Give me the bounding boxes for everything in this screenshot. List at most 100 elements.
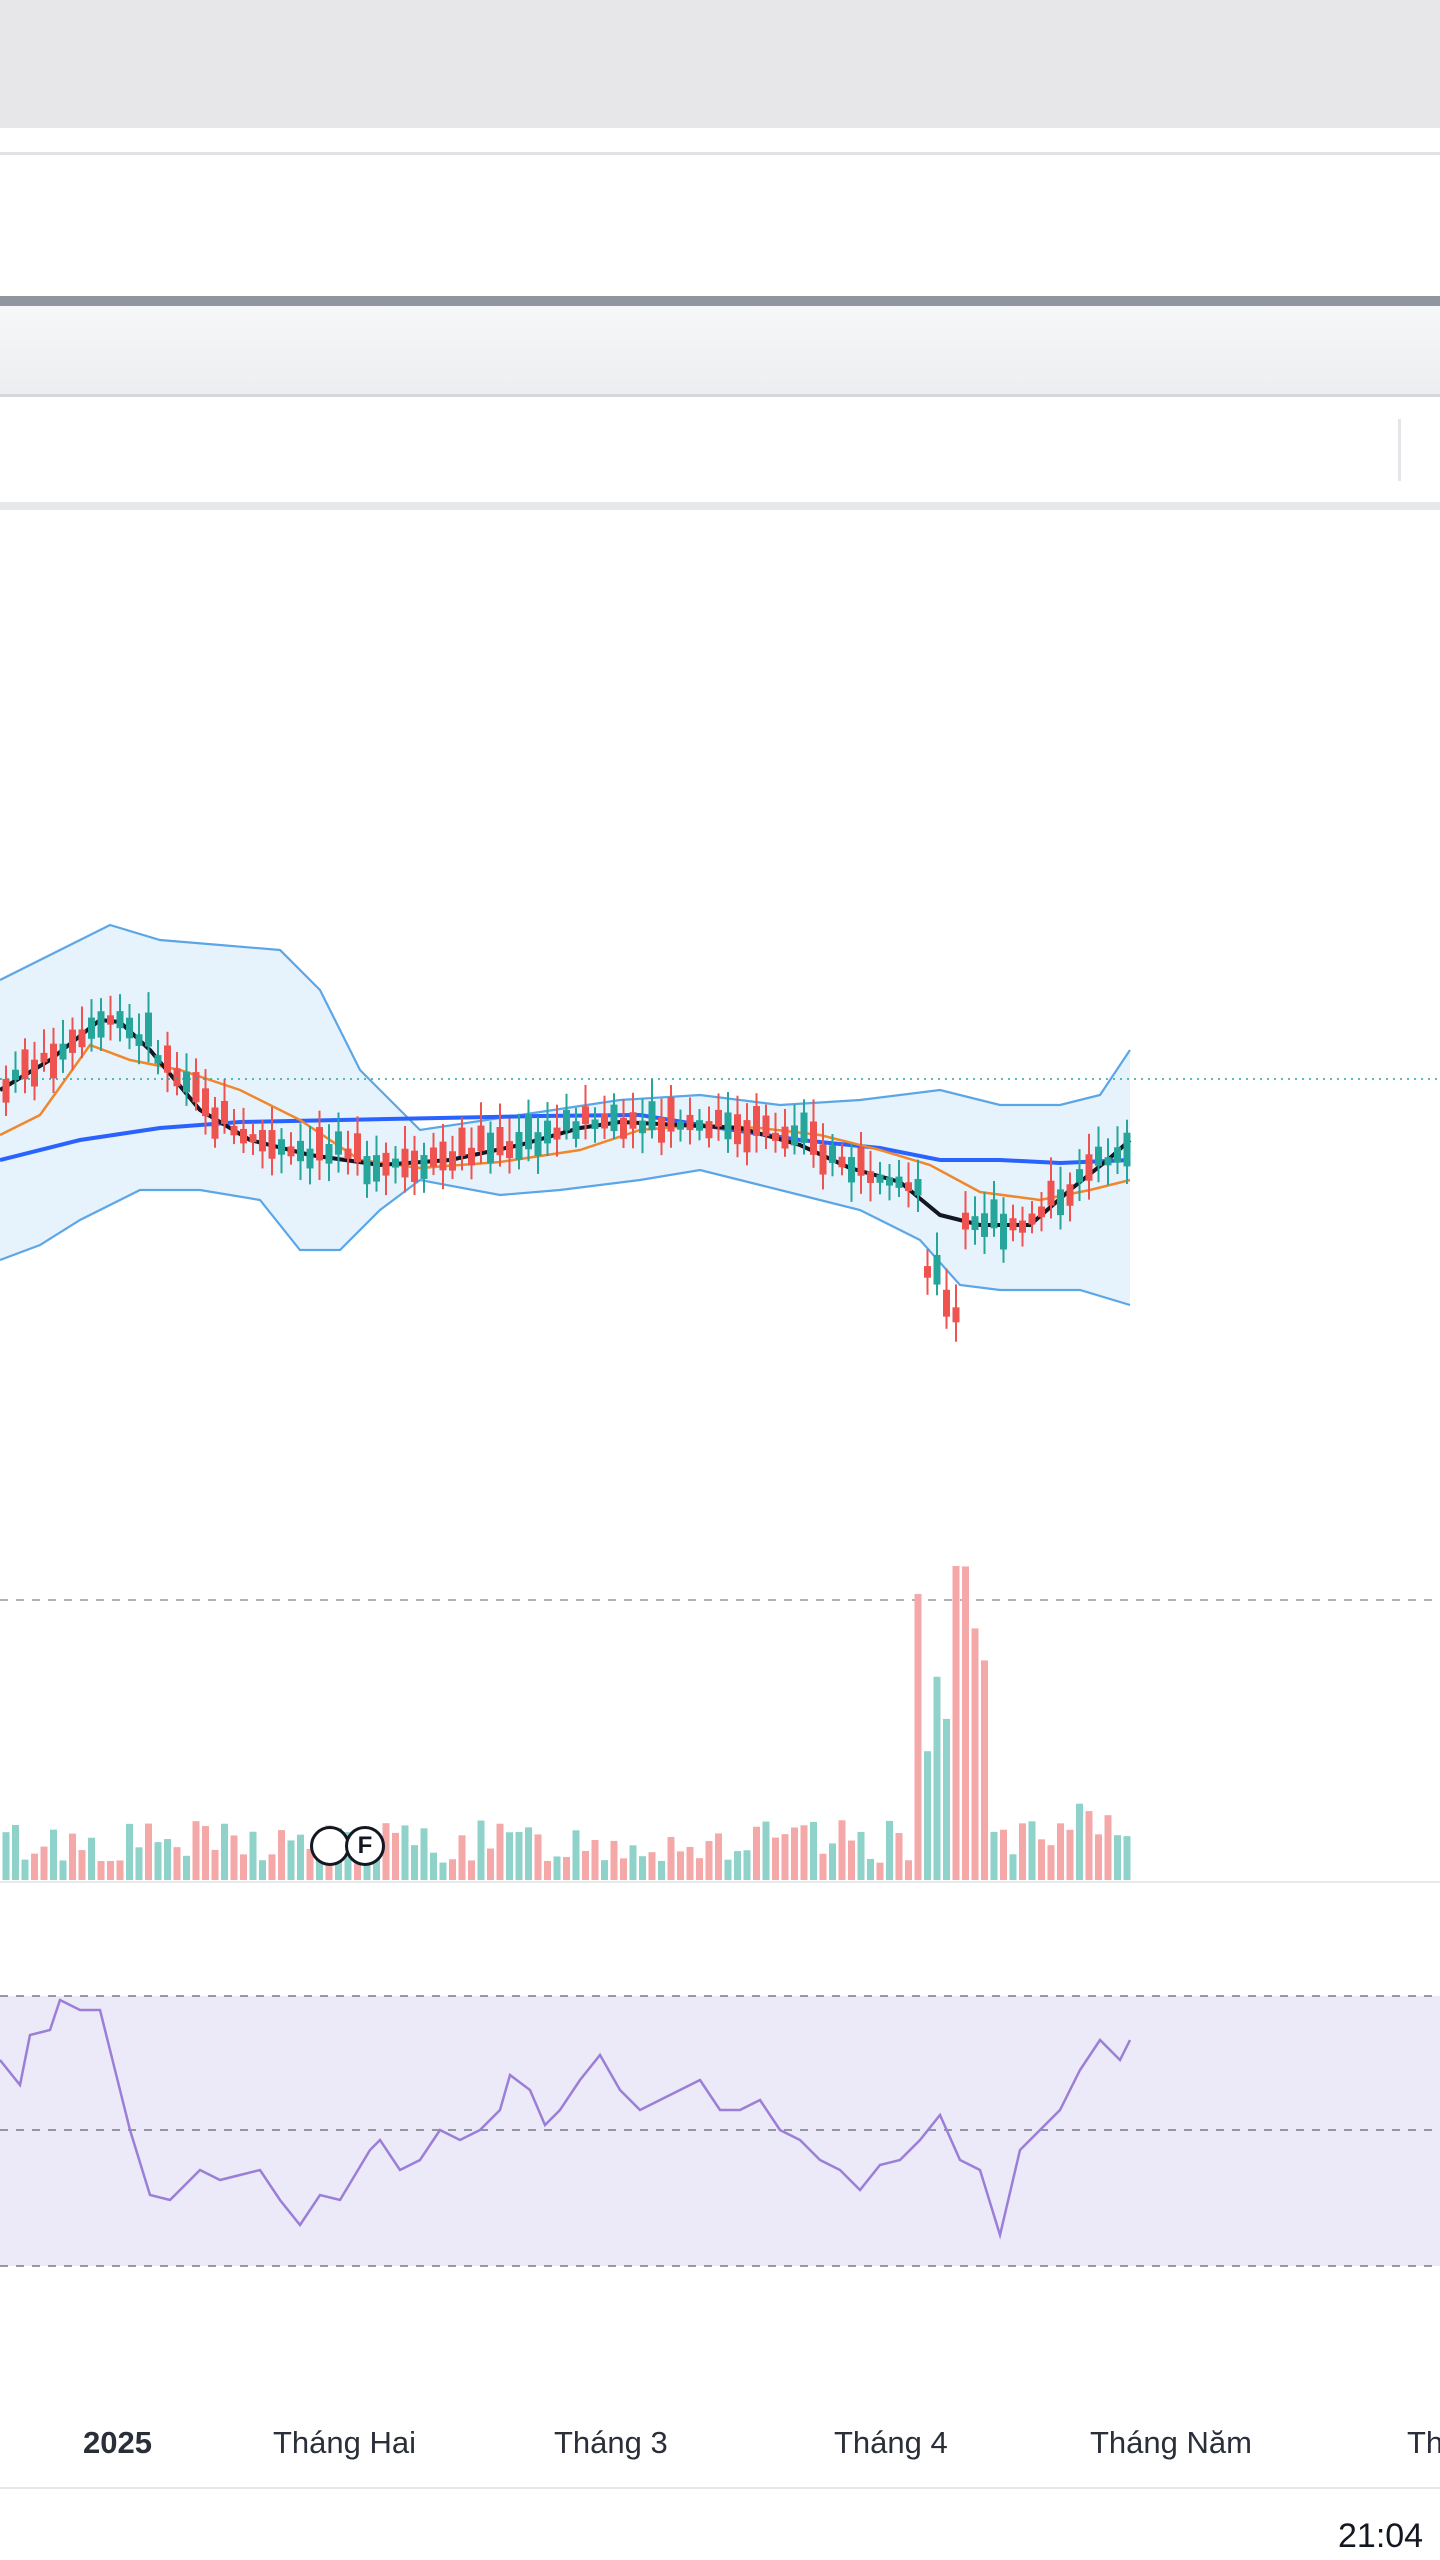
candle-body [1066, 1184, 1074, 1206]
candle-body [1047, 1180, 1055, 1206]
candle-body [677, 1121, 684, 1130]
candle-body [1095, 1146, 1102, 1166]
candle [848, 1143, 855, 1202]
volume-bar [943, 1718, 950, 1880]
candle [230, 1109, 238, 1145]
volume-bar [477, 1820, 485, 1880]
volume-bar [544, 1860, 551, 1880]
volume-bar [278, 1830, 285, 1880]
candle-body [202, 1088, 209, 1117]
event-badge-dividend[interactable] [310, 1826, 350, 1866]
volume-bar [1047, 1845, 1055, 1880]
candle-body [78, 1029, 86, 1048]
volume-bar [781, 1834, 789, 1880]
candle-body [2, 1078, 10, 1103]
candle [971, 1196, 979, 1245]
candle [1009, 1204, 1017, 1242]
volume-bar [857, 1831, 865, 1880]
candle-body [316, 1127, 323, 1161]
candle [278, 1128, 285, 1174]
volume-bar [116, 1860, 124, 1880]
candle-body [696, 1120, 703, 1131]
volume-bar [458, 1835, 466, 1880]
candle [325, 1124, 333, 1182]
candle-body [1000, 1213, 1007, 1250]
volume-bar [905, 1860, 912, 1880]
candle [772, 1112, 779, 1153]
volume-bar [952, 1566, 960, 1880]
volume-bar [563, 1856, 570, 1880]
candle [439, 1123, 447, 1190]
candle [1057, 1166, 1064, 1230]
volume-bar [515, 1832, 523, 1880]
candle-body [458, 1127, 466, 1156]
candle-body [990, 1199, 998, 1229]
candle [924, 1249, 931, 1295]
candle-body [145, 1012, 152, 1047]
candle-body [401, 1148, 409, 1178]
candle [677, 1109, 684, 1142]
candle-body [344, 1148, 352, 1159]
candle [1038, 1191, 1045, 1232]
volume-bar [107, 1861, 114, 1880]
panel-separator [0, 296, 1440, 306]
candle [810, 1099, 817, 1168]
volume-bar [249, 1831, 257, 1880]
volume-bar [601, 1860, 608, 1880]
candle-body [772, 1132, 779, 1141]
candle-body [69, 1029, 76, 1053]
candle-body [582, 1106, 589, 1125]
candle-body [230, 1125, 238, 1136]
candle-body [857, 1147, 865, 1176]
candle-body [221, 1100, 228, 1124]
candle [753, 1093, 760, 1153]
candle-body [924, 1266, 931, 1278]
candle-body [981, 1213, 988, 1237]
candle [297, 1123, 304, 1181]
candle-body [914, 1178, 922, 1196]
candle [477, 1102, 485, 1164]
rsi-line [0, 1998, 1132, 2240]
candle [496, 1103, 504, 1167]
candle [40, 1029, 48, 1072]
candle-body [439, 1141, 447, 1171]
candle [658, 1098, 665, 1156]
candle [2, 1065, 10, 1116]
candle-body [762, 1115, 770, 1137]
candle-body [933, 1254, 941, 1285]
candle [734, 1095, 741, 1158]
candle-body [658, 1117, 665, 1143]
volume-bar [791, 1827, 798, 1880]
candle [458, 1117, 466, 1171]
candle-body [21, 1049, 29, 1080]
volume-bar [135, 1847, 143, 1880]
event-badge-financials[interactable]: F [345, 1826, 385, 1866]
candle-body [1076, 1169, 1083, 1183]
volume-bar [753, 1826, 760, 1880]
candle [363, 1140, 371, 1198]
volume-bar [259, 1860, 266, 1880]
candle [183, 1053, 190, 1106]
candle [344, 1130, 352, 1175]
candle [249, 1122, 257, 1156]
candle [1085, 1133, 1093, 1200]
time-axis-label-may: Tháng Năm [1090, 2425, 1252, 2460]
volume-bar [686, 1846, 694, 1880]
candle [221, 1079, 228, 1134]
candle-body [686, 1114, 694, 1131]
candle-body [819, 1144, 827, 1175]
candle [544, 1102, 551, 1157]
candle-body [525, 1114, 532, 1150]
candle-body [50, 1043, 57, 1079]
candle-body [183, 1071, 190, 1093]
volume-bar [553, 1856, 561, 1880]
candle-body [800, 1112, 808, 1143]
candle-body [1009, 1218, 1017, 1231]
volume-bar [192, 1821, 200, 1880]
candle [981, 1191, 988, 1254]
volume-bar [287, 1840, 295, 1880]
volume-bar [705, 1841, 713, 1880]
candle [914, 1159, 922, 1212]
volume-bar [154, 1842, 162, 1880]
